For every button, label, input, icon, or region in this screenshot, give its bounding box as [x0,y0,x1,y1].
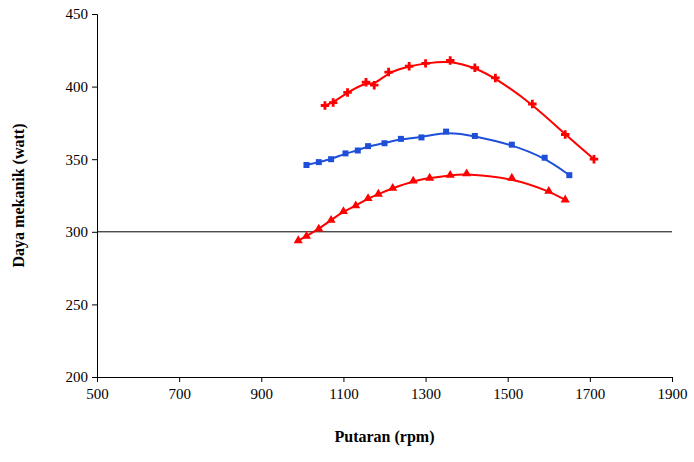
data-point [471,63,479,71]
y-axis-title: Daya mekanik (watt) [10,124,28,268]
trend-line [298,174,565,240]
chart: 500 700 900 1100 1300 1500 1700 1900 200 250 300 35… [0,0,694,462]
x-tick-mark [672,377,673,382]
y-tick-mark [92,232,97,233]
data-point [544,186,553,194]
y-axis-line [92,15,98,378]
data-point [542,155,548,161]
x-tick: 900 [251,377,273,402]
x-tick-label: 500 [86,386,109,402]
data-point [370,81,378,89]
data-point [398,136,404,142]
trend-line [325,62,594,159]
data-point [364,193,373,201]
x-tick: 700 [168,377,191,402]
y-tick-mark [92,14,97,15]
series-area [97,56,672,243]
data-point [327,215,336,223]
y-tick: 300 [66,224,98,240]
y-tick-mark [92,159,97,160]
x-tick-label: 1100 [329,386,358,402]
data-point [590,155,598,163]
data-point [409,176,418,184]
data-point [446,170,455,178]
x-tick: 1700 [575,377,605,402]
y-tick-mark [92,304,97,305]
y-tick-label: 200 [66,369,89,385]
data-point [351,200,360,208]
y-axis: 200 250 300 350 400 450 [66,6,98,385]
data-point [425,173,434,181]
data-point [365,143,371,149]
data-point [561,130,569,138]
data-point [421,59,429,67]
data-point [561,195,570,203]
y-tick: 200 [66,369,98,385]
data-point [316,159,322,165]
data-point [491,74,499,82]
y-tick-label: 400 [66,79,89,95]
x-tick-label: 1500 [493,386,523,402]
data-point [472,133,478,139]
data-point [405,62,413,70]
y-tick-mark [92,87,97,88]
x-tick-mark [508,377,509,382]
data-point [382,140,388,146]
data-point [329,98,337,106]
data-point [294,235,303,243]
x-tick-label: 1900 [658,386,688,402]
data-point [342,150,348,156]
data-point [566,172,572,178]
x-tick: 500 [86,377,109,402]
data-point [343,88,351,96]
y-tick-mark [92,377,97,378]
data-point [302,231,311,239]
reference-line [97,231,672,232]
y-tick-label: 250 [66,297,89,313]
data-point [443,129,449,135]
data-point [314,224,323,232]
x-tick-mark [590,377,591,382]
data-point [321,101,329,109]
data-point [384,68,392,76]
data-point [388,183,397,191]
data-point [328,156,334,162]
data-point [355,147,361,153]
y-tick: 350 [66,152,98,168]
trend-line [306,133,569,175]
x-tick: 1100 [329,377,358,402]
x-axis-line [98,378,673,383]
x-tick-mark [426,377,427,382]
y-tick: 400 [66,79,98,95]
x-tick-label: 700 [168,386,191,402]
data-point [418,134,424,140]
x-tick: 1900 [658,377,688,402]
data-point [362,78,370,86]
x-axis: 500 700 900 1100 1300 1500 1700 1900 [86,377,687,402]
x-axis-title: Putaran (rpm) [335,428,435,446]
x-tick-mark [179,377,180,382]
y-tick-label: 300 [66,224,89,240]
data-point [303,162,309,168]
x-tick-mark [343,377,344,382]
data-point [507,173,516,181]
y-tick-label: 450 [66,6,89,22]
data-point [446,56,454,64]
x-tick-label: 1700 [575,386,605,402]
x-tick: 1500 [493,377,523,402]
y-tick: 250 [66,297,98,313]
data-point [528,100,536,108]
x-tick-label: 900 [251,386,273,402]
x-tick: 1300 [411,377,441,402]
data-point [374,189,383,197]
x-tick-label: 1300 [411,386,441,402]
x-tick-mark [261,377,262,382]
y-tick-label: 350 [66,152,89,168]
data-point [462,168,471,176]
data-point [509,142,515,148]
plot: 500 700 900 1100 1300 1500 1700 1900 200 250 300 35… [66,6,688,401]
data-point [339,206,348,214]
y-tick: 450 [66,6,98,22]
